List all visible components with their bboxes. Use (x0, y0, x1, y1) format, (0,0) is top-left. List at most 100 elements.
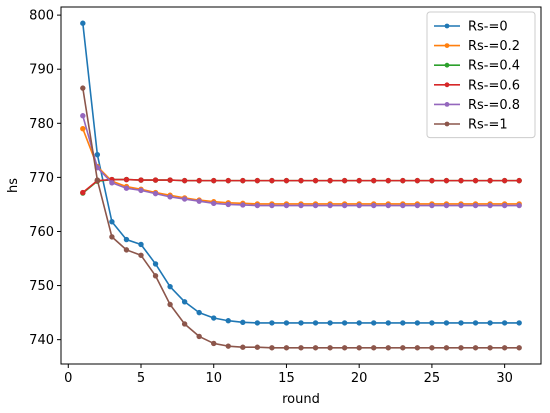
data-point (385, 345, 391, 351)
data-point (487, 177, 493, 184)
data-point (80, 20, 86, 26)
legend-swatch-marker (444, 43, 450, 48)
data-point (298, 320, 304, 326)
data-point (458, 177, 464, 184)
data-point (298, 345, 304, 351)
legend-item: Rs-=0.6 (434, 78, 520, 93)
data-point (283, 202, 290, 209)
data-point (211, 315, 217, 321)
y-axis-label: hs (6, 178, 21, 193)
y-tick-label: 760 (29, 225, 54, 240)
x-tick-label: 5 (137, 371, 145, 386)
data-point (501, 345, 508, 351)
data-point (254, 344, 261, 350)
data-point (443, 177, 450, 184)
data-point (327, 177, 333, 184)
data-point (225, 318, 231, 324)
data-point (341, 202, 348, 209)
data-point (80, 126, 86, 132)
data-point (123, 236, 130, 243)
data-point (240, 202, 246, 208)
legend-swatch-marker (444, 102, 450, 107)
data-point (414, 320, 421, 326)
data-point (356, 345, 362, 351)
data-point (400, 202, 406, 209)
series-3 (80, 176, 522, 196)
data-point (371, 320, 377, 326)
data-point (109, 180, 115, 186)
data-point (123, 185, 130, 191)
legend-swatch-marker (444, 82, 450, 88)
data-point (516, 320, 522, 326)
data-point (269, 320, 275, 326)
data-point (80, 189, 86, 196)
data-point (240, 344, 246, 350)
data-point (240, 177, 246, 184)
axis-ticks: 0 5 10 15 20 25 30 740 750 760 770 780 790 800 (29, 9, 513, 386)
legend-label: Rs-=0 (468, 20, 508, 35)
data-point (254, 202, 261, 209)
data-point (312, 345, 319, 351)
data-point (298, 177, 304, 184)
data-point (109, 219, 115, 225)
data-point (254, 320, 261, 326)
data-point (123, 176, 130, 183)
data-point (356, 177, 362, 184)
legend-swatch-marker (444, 62, 450, 68)
legend-item: Rs-=0.2 (434, 39, 520, 54)
y-tick-label: 740 (29, 333, 54, 348)
data-point (283, 320, 290, 326)
legend-box (426, 11, 536, 139)
data-point (414, 177, 421, 184)
data-point (283, 177, 290, 184)
data-point (516, 177, 522, 184)
data-point (312, 320, 319, 326)
y-tick-label: 770 (29, 171, 54, 186)
data-point (472, 345, 479, 351)
data-point (283, 345, 290, 351)
data-point (501, 202, 508, 209)
data-point (371, 345, 377, 351)
data-point (269, 345, 275, 351)
y-tick-label: 750 (29, 279, 54, 294)
data-point (487, 320, 493, 326)
data-point (298, 202, 304, 209)
data-point (458, 202, 464, 209)
data-point (327, 320, 333, 326)
data-point (138, 177, 144, 183)
legend: Rs-=0 Rs-=0.2 Rs-=0.4 Rs-=0.6 Rs-=0.8 Rs-=1 (426, 11, 536, 139)
data-point (181, 299, 188, 305)
plot-area-frame (60, 6, 542, 365)
data-point (138, 241, 144, 248)
x-axis-label: round (282, 392, 320, 407)
data-point (443, 202, 450, 209)
legend-label: Rs-=0.8 (468, 98, 520, 113)
data-point (94, 151, 101, 158)
data-point (385, 320, 391, 326)
data-point (487, 202, 493, 209)
data-point (181, 177, 188, 184)
data-point (211, 200, 217, 207)
data-point (269, 202, 275, 209)
legend-item: Rs-=1 (434, 118, 508, 133)
legend-item: Rs-=0 (434, 20, 508, 35)
data-point (269, 177, 275, 184)
data-point (414, 345, 421, 351)
data-point (225, 177, 231, 184)
data-point (443, 345, 450, 351)
data-point (371, 177, 377, 184)
data-point (400, 345, 406, 351)
data-point (181, 321, 188, 327)
series-4 (80, 113, 522, 209)
data-point (414, 202, 421, 209)
data-point (211, 340, 217, 347)
series-1 (80, 126, 522, 207)
series-lines (80, 20, 522, 351)
data-point (356, 202, 362, 209)
legend-swatch-marker (444, 121, 450, 127)
x-tick-label: 0 (64, 371, 72, 386)
data-point (312, 202, 319, 209)
data-point (472, 177, 479, 184)
data-point (472, 320, 479, 326)
